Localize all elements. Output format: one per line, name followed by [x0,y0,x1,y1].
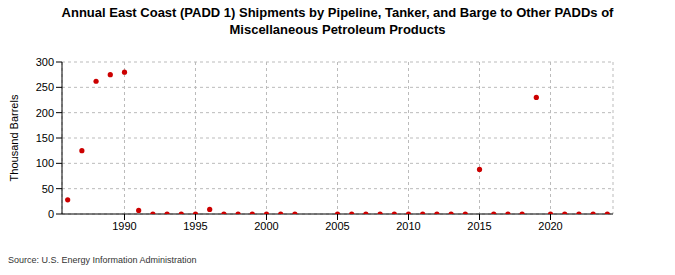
svg-text:2005: 2005 [325,220,349,232]
svg-text:200: 200 [36,107,54,119]
svg-text:150: 150 [36,132,54,144]
svg-text:1995: 1995 [183,220,207,232]
html-text:Source: U.S. Energy Informatio: Source: U.S. Energy Information Administ… [8,255,197,265]
svg-text:2010: 2010 [396,220,420,232]
svg-text:2015: 2015 [467,220,491,232]
svg-text:50: 50 [42,183,54,195]
svg-text:1990: 1990 [112,220,136,232]
svg-text:2020: 2020 [538,220,562,232]
svg-text:250: 250 [36,81,54,93]
svg-text:Thousand Barrels: Thousand Barrels [8,94,20,181]
svg-text:300: 300 [36,56,54,68]
svg-text:100: 100 [36,157,54,169]
svg-text:0: 0 [48,208,54,220]
svg-text:2000: 2000 [254,220,278,232]
html-text:Annual East Coast (PADD 1) Shi: Annual East Coast (PADD 1) Shipments by … [61,5,614,37]
